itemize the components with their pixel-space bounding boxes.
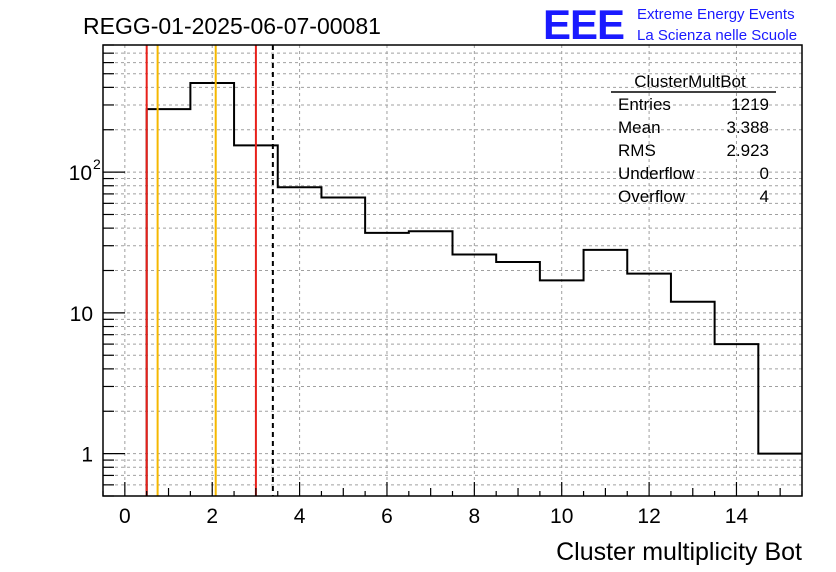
y-tick-label: 10 xyxy=(69,162,92,185)
x-tick-label: 4 xyxy=(294,505,306,528)
x-tick-label: 10 xyxy=(550,505,573,528)
x-tick-label: 12 xyxy=(637,505,660,528)
stats-box-name: ClusterMultBot xyxy=(634,72,746,91)
stats-row-label: Mean xyxy=(618,118,661,137)
x-tick-label: 8 xyxy=(469,505,481,528)
marker-lines xyxy=(145,45,274,496)
x-tick-label: 0 xyxy=(119,505,131,528)
stats-row-value: 1219 xyxy=(731,95,769,114)
stats-row-value: 2.923 xyxy=(726,141,769,160)
x-tick-label: 6 xyxy=(381,505,393,528)
stats-row-label: Overflow xyxy=(618,187,686,206)
x-tick-label: 2 xyxy=(206,505,218,528)
y-tick-label: 1 xyxy=(81,444,93,467)
histogram-bins xyxy=(145,81,802,496)
eee-logo-line2: La Scienza nelle Scuole xyxy=(637,27,797,44)
eee-logo-line1: Extreme Energy Events xyxy=(637,6,795,23)
eee-logo-mark: EEE xyxy=(543,1,624,48)
stats-row-value: 3.388 xyxy=(726,118,769,137)
stats-row-label: RMS xyxy=(618,141,656,160)
stats-row-value: 4 xyxy=(760,187,769,206)
stats-row-value: 0 xyxy=(760,164,769,183)
x-tick-labels: 0 2 4 6 8 10 12 14 xyxy=(119,505,748,528)
stats-box: ClusterMultBot Entries 1219 Mean 3.388 RMS 2.… xyxy=(611,72,776,206)
stats-row-label: Underflow xyxy=(618,164,695,183)
histogram-outline xyxy=(145,81,802,496)
grid-lines xyxy=(103,44,802,497)
chart-title: REGG-01-2025-06-07-00081 xyxy=(83,13,381,39)
y-tick-label-exponent: 2 xyxy=(93,156,101,172)
y-tick-label: 10 xyxy=(70,303,93,326)
eee-logo: EEE Extreme Energy Events La Scienza nel… xyxy=(543,1,797,48)
axis-ticks xyxy=(102,44,803,497)
x-tick-label: 14 xyxy=(725,505,749,528)
x-axis-label: Cluster multiplicity Bot xyxy=(556,538,802,566)
stats-row-label: Entries xyxy=(618,95,671,114)
